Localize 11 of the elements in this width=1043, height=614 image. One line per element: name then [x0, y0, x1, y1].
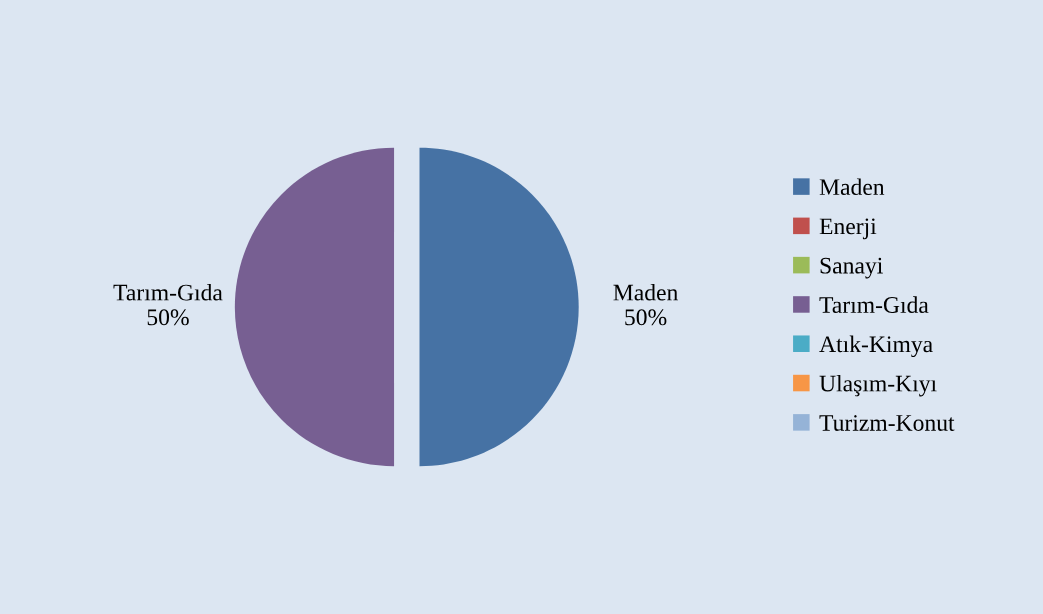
- legend-label: Turizm-Konut: [819, 415, 955, 431]
- data-label: 50%: [147, 309, 189, 326]
- slice-label: Maden: [613, 283, 678, 301]
- legend-label: Atık-Kimya: [819, 335, 933, 358]
- legend-label: Sanayi: [820, 257, 883, 279]
- legend-label: Maden: [819, 178, 885, 196]
- data-label: 50%: [625, 309, 667, 326]
- legend-label: Ulaşım-Kıyı: [819, 374, 937, 397]
- legend-label: Enerji: [819, 218, 877, 240]
- slice-label: Tarım-Gıda: [113, 283, 223, 301]
- legend-label: Tarım-Gıda: [819, 296, 929, 313]
